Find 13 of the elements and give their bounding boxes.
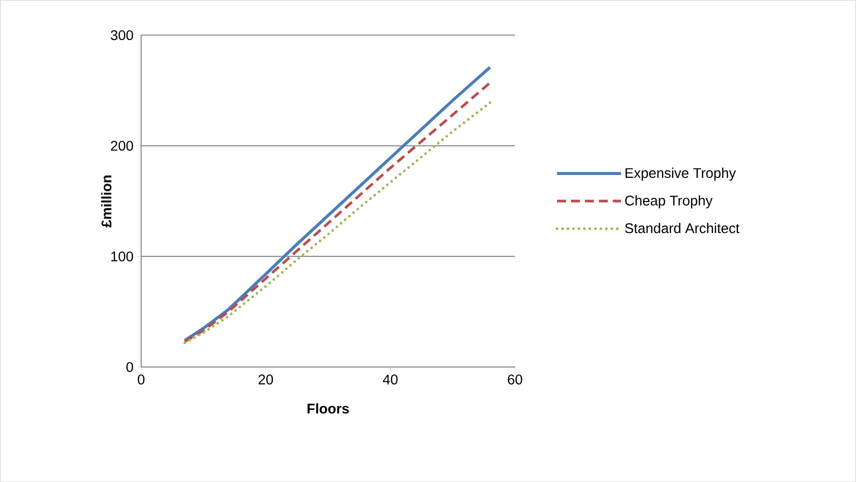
y-tick-label: 200	[110, 140, 134, 151]
y-axis-title: £million	[101, 175, 112, 228]
x-axis-title: Floors	[308, 403, 349, 414]
x-tick-label: 20	[258, 374, 273, 384]
x-tick-label: 0	[138, 374, 144, 384]
y-tick-label: 0	[126, 362, 134, 372]
x-tick-label: 60	[508, 374, 522, 384]
x-tick-label: 40	[382, 374, 398, 384]
y-tick-label: 300	[110, 30, 134, 40]
legend-label: Expensive Trophy	[626, 168, 736, 181]
legend-label: Cheap Trophy	[625, 195, 713, 208]
y-tick-label: 100	[111, 251, 134, 262]
legend-label: Standard Architect	[625, 222, 740, 234]
